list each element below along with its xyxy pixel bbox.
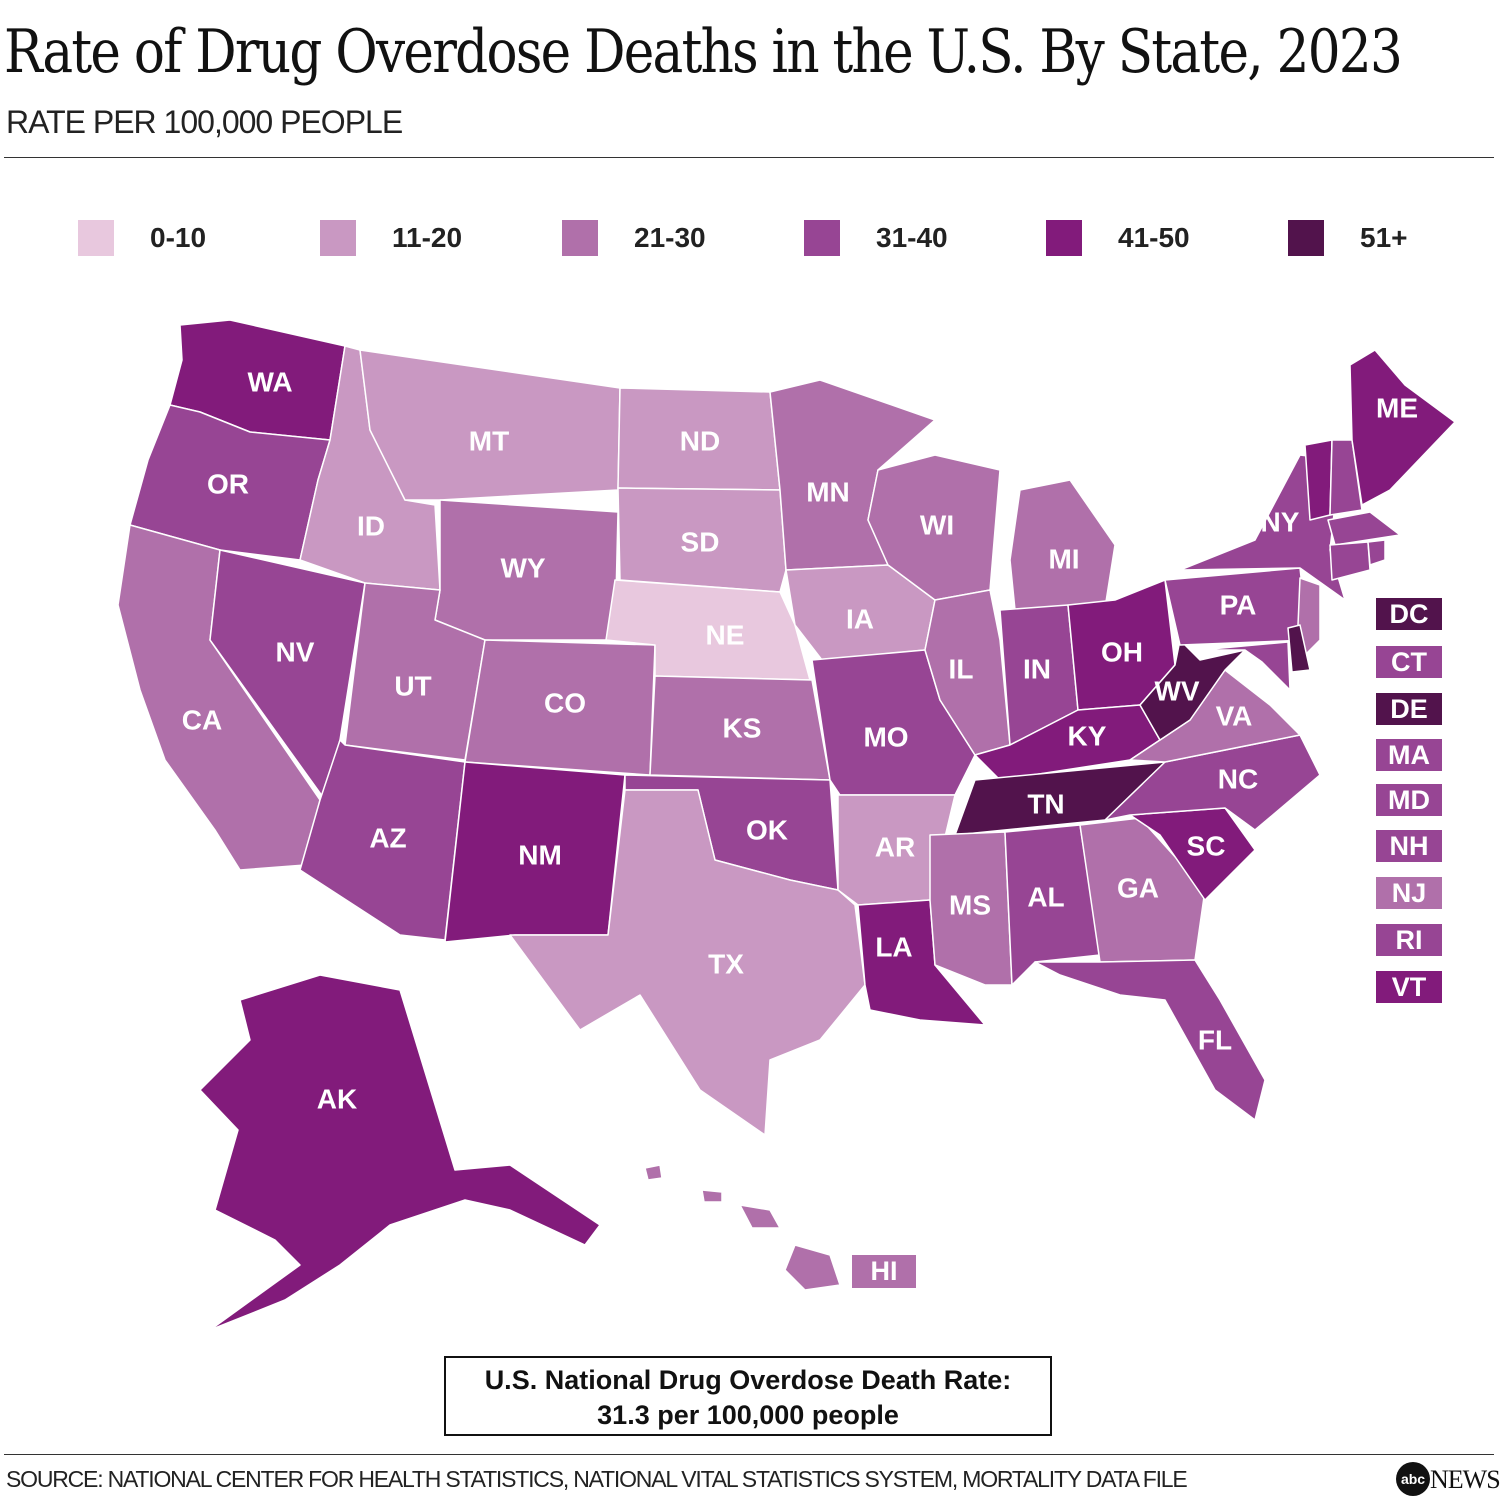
source-note: SOURCE: NATIONAL CENTER FOR HEALTH STATI… (6, 1466, 1188, 1492)
page-title: Rate of Drug Overdose Deaths in the U.S.… (4, 17, 1403, 87)
small-state-chip: MD (1376, 784, 1442, 816)
footer-divider (4, 1454, 1494, 1455)
small-state-chip: DE (1376, 693, 1442, 725)
state-hi[interactable] (644, 1164, 841, 1291)
small-state-chip: NJ (1376, 877, 1442, 909)
state-label-id: ID (357, 511, 385, 542)
state-label-wv: WV (1154, 676, 1199, 707)
small-state-chip: RI (1376, 924, 1442, 956)
state-shapes (117, 319, 1456, 1331)
state-label-nv: NV (276, 637, 315, 668)
state-label-va: VA (1216, 701, 1253, 732)
state-label-sc: SC (1187, 831, 1226, 862)
legend-swatch (804, 220, 840, 256)
state-label-il: IL (949, 654, 974, 685)
state-label-ut: UT (394, 671, 431, 702)
state-label-wy: WY (500, 553, 545, 584)
abc-logo-mark: abc (1396, 1462, 1430, 1496)
state-label-sd: SD (681, 527, 720, 558)
legend-label: 0-10 (150, 222, 207, 253)
state-label-ca: CA (182, 705, 222, 736)
state-label-ar: AR (875, 832, 915, 863)
small-state-chip: DC (1376, 598, 1442, 630)
state-label-al: AL (1027, 882, 1064, 913)
state-label-wi: WI (920, 510, 954, 541)
state-label-ne: NE (706, 620, 745, 651)
state-label-pa: PA (1220, 590, 1257, 621)
state-label-ks: KS (723, 713, 762, 744)
state-label-mi: MI (1048, 544, 1079, 575)
news-logo-word: NEWS (1430, 1465, 1500, 1494)
legend-label: 41-50 (1118, 222, 1190, 253)
header-divider (4, 157, 1494, 158)
state-fl[interactable] (1034, 959, 1266, 1121)
state-label-ia: IA (846, 604, 874, 635)
small-state-chip: CT (1376, 646, 1442, 678)
state-label-la: LA (875, 932, 912, 963)
state-sd[interactable] (617, 487, 787, 593)
legend-label: 51+ (1360, 222, 1408, 253)
state-label-ok: OK (746, 815, 788, 846)
state-label-fl: FL (1198, 1025, 1232, 1056)
state-label-nm: NM (518, 840, 562, 871)
state-label-nd: ND (680, 426, 720, 457)
state-label-ky: KY (1068, 721, 1107, 752)
national-rate-callout: U.S. National Drug Overdose Death Rate: … (444, 1356, 1052, 1436)
state-label-oh: OH (1101, 637, 1143, 668)
callout-line-2: 31.3 per 100,000 people (597, 1400, 899, 1430)
state-label-nc: NC (1218, 764, 1258, 795)
state-label-ms: MS (949, 890, 991, 921)
state-al[interactable] (1004, 824, 1101, 986)
state-label-me: ME (1376, 393, 1418, 424)
state-label-az: AZ (369, 823, 406, 854)
state-me[interactable] (1349, 349, 1456, 506)
state-ga[interactable] (1079, 817, 1206, 963)
state-nh[interactable] (1329, 439, 1363, 516)
legend-label: 11-20 (392, 222, 463, 253)
legend: 0-10 11-20 21-30 31-40 41-50 51+ (0, 210, 1500, 270)
state-label-in: IN (1023, 654, 1051, 685)
state-label-or: OR (207, 469, 249, 500)
state-ri[interactable] (1367, 539, 1386, 566)
legend-swatch (78, 220, 114, 256)
legend-label: 31-40 (876, 222, 948, 253)
state-tx[interactable] (509, 789, 866, 1136)
state-label-mt: MT (469, 426, 509, 457)
state-label-ny: NY (1261, 507, 1300, 538)
state-label-hi: HI (852, 1255, 916, 1288)
state-label-wa: WA (247, 367, 292, 398)
legend-label: 21-30 (634, 222, 706, 253)
page-subtitle: RATE PER 100,000 PEOPLE (6, 104, 403, 140)
legend-swatch (1046, 220, 1082, 256)
state-label-co: CO (544, 688, 586, 719)
state-ma[interactable] (1327, 511, 1401, 546)
state-label-tx: TX (708, 949, 744, 980)
us-choropleth-map: WA OR CA NV ID MT WY UT CO AZ NM ND SD N… (117, 319, 1456, 1331)
small-state-chip: NH (1376, 830, 1442, 862)
legend-swatch (1288, 220, 1324, 256)
small-state-chip: VT (1376, 971, 1442, 1003)
callout-line-1: U.S. National Drug Overdose Death Rate: (484, 1365, 1012, 1395)
state-md[interactable] (1199, 641, 1291, 691)
state-nj[interactable] (1297, 577, 1321, 656)
state-label-mn: MN (806, 477, 850, 508)
state-label-ak: AK (317, 1084, 357, 1115)
state-label-ga: GA (1117, 873, 1159, 904)
legend-swatch (562, 220, 598, 256)
state-vt[interactable] (1304, 439, 1333, 521)
legend-swatch (320, 220, 356, 256)
state-label-mo: MO (863, 722, 908, 753)
state-label-tn: TN (1027, 789, 1064, 820)
state-ct[interactable] (1329, 541, 1371, 581)
small-state-chip: MA (1376, 739, 1442, 771)
state-ak[interactable] (199, 974, 601, 1331)
state-de[interactable] (1287, 624, 1311, 673)
state-labels: WA OR CA NV ID MT WY UT CO AZ NM ND SD N… (182, 367, 1418, 1115)
